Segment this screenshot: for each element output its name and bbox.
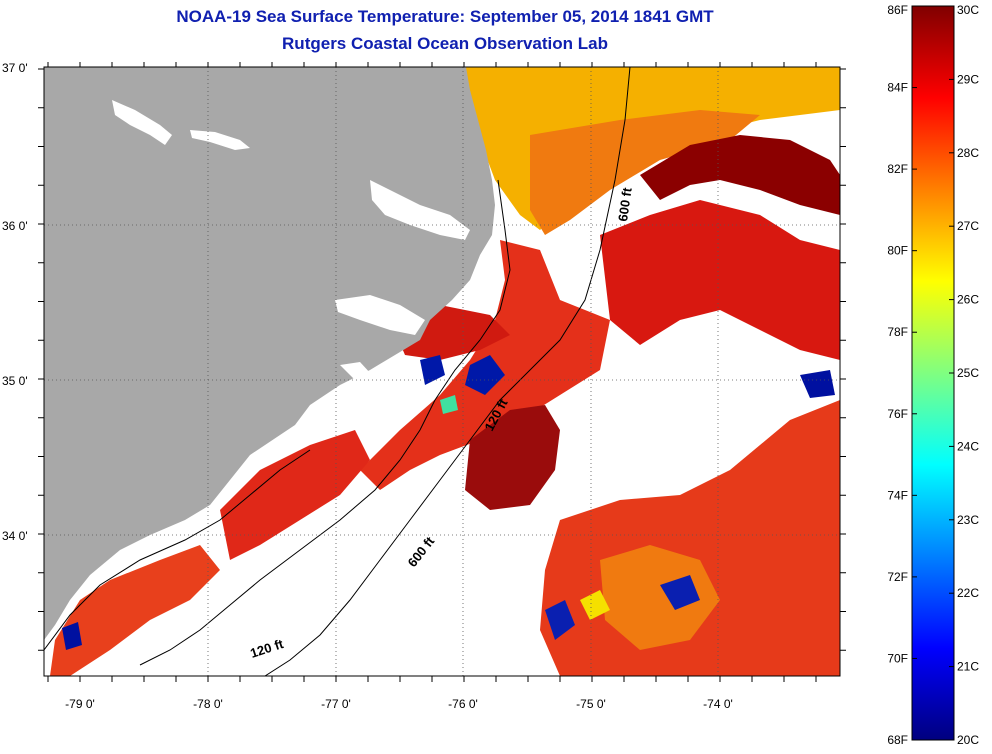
sst-spot-cool-1 bbox=[580, 590, 610, 620]
colorbar-c-label: 25C bbox=[957, 366, 979, 380]
colorbar-ticks bbox=[912, 5, 954, 741]
map-layers bbox=[44, 67, 840, 676]
colorbar-f-label: 68F bbox=[887, 733, 908, 747]
lon-label-75: -75 0' bbox=[576, 697, 606, 711]
chart-subtitle: Rutgers Coastal Ocean Observation Lab bbox=[282, 34, 608, 53]
colorbar-fahrenheit-labels: 86F 84F 82F 80F 78F 76F 74F 72F 70F 68F bbox=[887, 3, 908, 747]
sst-spot-cool-2 bbox=[440, 395, 458, 414]
colorbar-f-label: 74F bbox=[887, 488, 908, 502]
lon-label-76: -76 0' bbox=[448, 697, 478, 711]
colorbar-c-label: 20C bbox=[957, 733, 979, 747]
sst-field bbox=[50, 67, 840, 676]
contour-coast-shelf bbox=[44, 449, 311, 651]
lat-label-36: 36 0' bbox=[2, 219, 28, 233]
colorbar-f-label: 76F bbox=[887, 407, 908, 421]
colorbar-f-label: 82F bbox=[887, 162, 908, 176]
colorbar-c-label: 21C bbox=[957, 660, 979, 674]
colorbar-c-label: 24C bbox=[957, 439, 979, 453]
sst-patch-north-orange bbox=[530, 110, 760, 235]
sst-spot-cold-6 bbox=[800, 370, 835, 398]
colorbar bbox=[911, 5, 955, 741]
axis-ticks bbox=[38, 62, 846, 682]
colorbar-f-label: 84F bbox=[887, 81, 908, 95]
map-frame bbox=[43, 66, 841, 677]
sst-spot-cold-2 bbox=[420, 355, 445, 385]
river-4 bbox=[335, 295, 425, 335]
lon-label-79: -79 0' bbox=[65, 697, 95, 711]
lat-label-35: 35 0' bbox=[2, 374, 28, 388]
lon-label-74: -74 0' bbox=[703, 697, 733, 711]
sst-patch-southwest bbox=[50, 545, 220, 676]
river-5 bbox=[340, 362, 372, 380]
colorbar-f-label: 72F bbox=[887, 570, 908, 584]
sst-spot-cold-1 bbox=[465, 355, 505, 395]
colorbar-c-label: 29C bbox=[957, 72, 979, 86]
lon-label-78: -78 0' bbox=[193, 697, 223, 711]
contour-label-600-north: 600 ft bbox=[615, 186, 635, 222]
sst-spot-cold-3 bbox=[545, 600, 575, 640]
colorbar-c-label: 22C bbox=[957, 586, 979, 600]
colorbar-f-label: 86F bbox=[887, 3, 908, 17]
colorbar-c-label: 27C bbox=[957, 219, 979, 233]
colorbar-c-label: 26C bbox=[957, 293, 979, 307]
sst-patch-south-coast bbox=[220, 430, 370, 560]
graticule bbox=[44, 67, 840, 676]
river-2 bbox=[190, 130, 250, 150]
sst-spot-cold-4 bbox=[660, 575, 700, 610]
colorbar-c-label: 23C bbox=[957, 513, 979, 527]
lat-label-37: 37 0' bbox=[2, 61, 28, 75]
colorbar-c-label: 30C bbox=[957, 3, 979, 17]
sst-patch-gulfstream bbox=[640, 135, 840, 215]
colorbar-celsius-labels: 30C 29C 28C 27C 26C 25C 24C 23C 22C 21C 20C bbox=[957, 3, 979, 747]
colorbar-c-label: 28C bbox=[957, 146, 979, 160]
colorbar-f-label: 78F bbox=[887, 325, 908, 339]
bathymetry-contours bbox=[44, 67, 631, 676]
colorbar-f-label: 70F bbox=[887, 651, 908, 665]
colorbar-f-label: 80F bbox=[887, 244, 908, 258]
sst-patch-southeast-orange bbox=[600, 545, 720, 650]
sst-spot-cold-5 bbox=[62, 622, 82, 650]
lon-label-77: -77 0' bbox=[321, 697, 351, 711]
contour-120ft bbox=[139, 179, 511, 666]
chart-title: NOAA-19 Sea Surface Temperature: Septemb… bbox=[176, 7, 714, 26]
river-1 bbox=[112, 100, 172, 145]
sst-patch-red-east bbox=[600, 200, 840, 360]
contour-600ft bbox=[264, 67, 631, 676]
sst-patch-dark-center bbox=[465, 405, 560, 510]
lat-label-34: 34 0' bbox=[2, 529, 28, 543]
